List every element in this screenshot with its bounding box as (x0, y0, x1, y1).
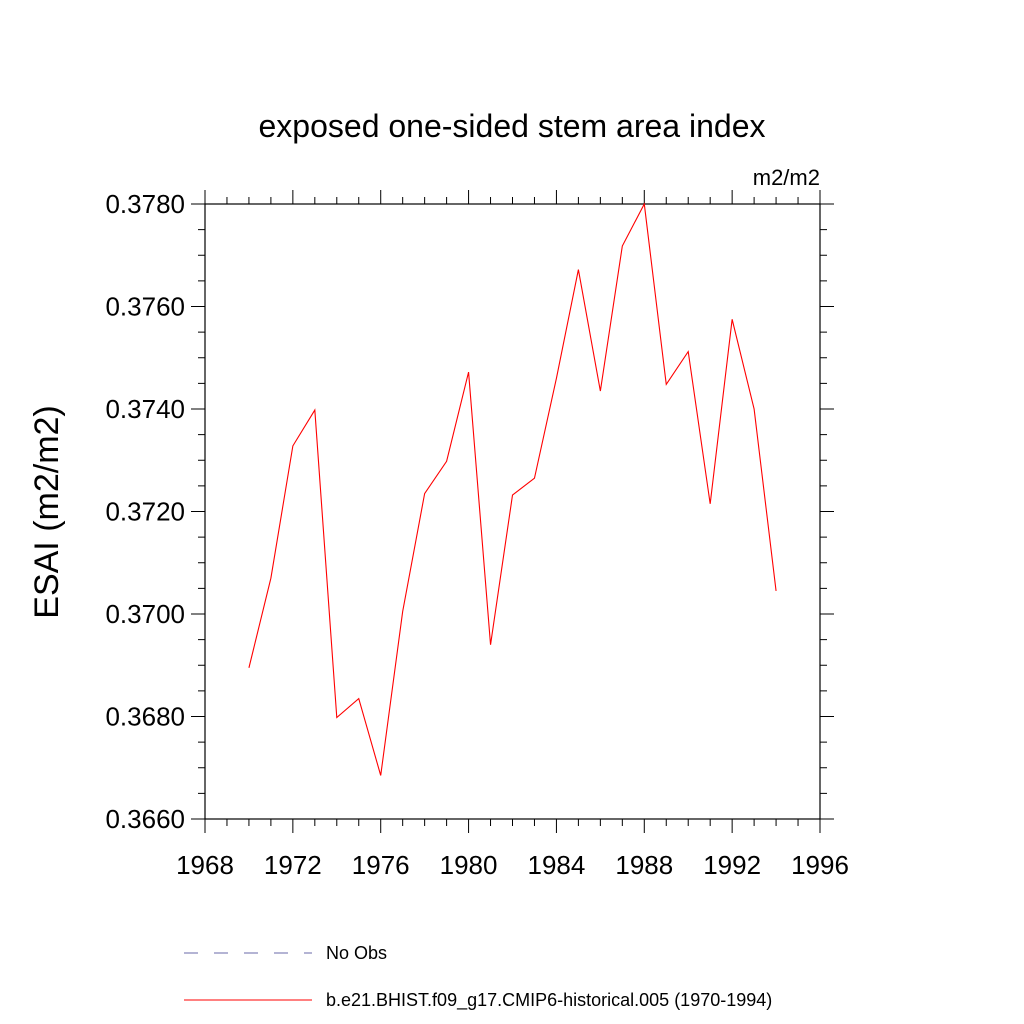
plot-axes: 1968 1972 1976 1980 1984 1988 1992 1996 0.3660 0.… (105, 189, 848, 880)
x-tick-label: 1972 (264, 850, 322, 880)
y-tick-label: 0.3700 (105, 599, 185, 629)
chart-title: exposed one-sided stem area index (259, 108, 766, 144)
series-line-historical (248, 202, 777, 776)
series-layer (248, 202, 777, 776)
x-tick-label: 1976 (352, 850, 410, 880)
x-tick-label: 1992 (703, 850, 761, 880)
legend-label-no-obs: No Obs (326, 943, 387, 963)
x-tick-label: 1980 (440, 850, 498, 880)
y-axis-label: ESAI (m2/m2) (28, 405, 66, 618)
y-tick-label: 0.3760 (105, 292, 185, 322)
legend: No Obs b.e21.BHIST.f09_g17.CMIP6-histori… (184, 943, 772, 1011)
y-tick-label: 0.3660 (105, 804, 185, 834)
plot-frame (204, 203, 821, 820)
y-tick-label: 0.3680 (105, 702, 185, 732)
y-tick-label: 0.3740 (105, 394, 185, 424)
x-tick-label: 1996 (791, 850, 849, 880)
x-tick-label: 1984 (528, 850, 586, 880)
y-tick-label: 0.3720 (105, 497, 185, 527)
y-tick-label: 0.3780 (105, 189, 185, 219)
x-tick-label: 1968 (176, 850, 234, 880)
legend-label-historical: b.e21.BHIST.f09_g17.CMIP6-historical.005… (326, 990, 772, 1011)
units-label: m2/m2 (753, 165, 820, 190)
x-tick-label: 1988 (615, 850, 673, 880)
